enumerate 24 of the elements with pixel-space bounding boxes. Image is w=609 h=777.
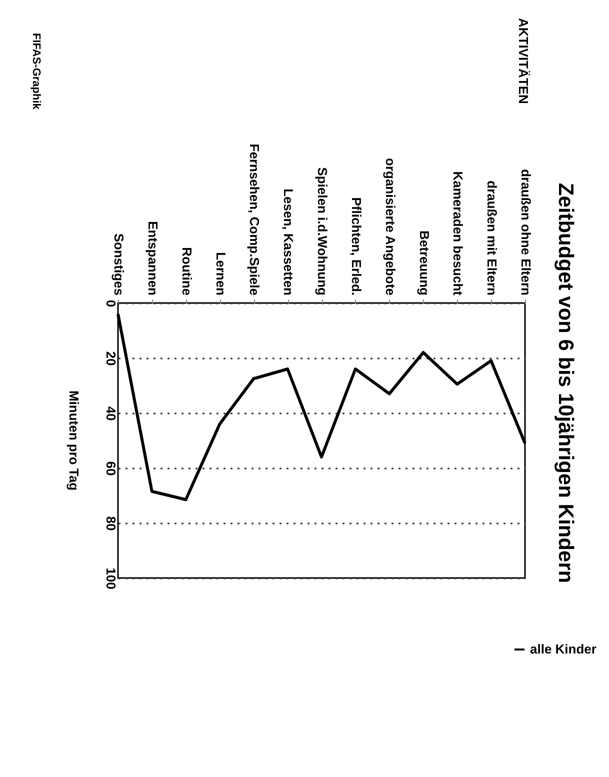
text: FIFAS-Graphik	[30, 33, 42, 110]
y-tick-label: 20	[104, 351, 118, 366]
x-tick-label: organisierte Angebote	[382, 158, 398, 296]
x-tick-label: Pflichten, Erled.	[348, 197, 364, 296]
x-tick-label: Sonstiges	[112, 233, 126, 296]
x-tick-label: Fernsehen, Comp.Spiele	[247, 144, 262, 296]
y-tick-label: 80	[104, 516, 118, 531]
text: Zeitbudget von 6 bis 10jährigen Kindern	[554, 182, 577, 584]
x-tick-label: draußen mit Eltern	[484, 180, 500, 296]
y-tick-label: 100	[104, 568, 118, 590]
x-tick-label: Lesen, Kassetten	[281, 188, 296, 296]
x-tick-label: Kameraden besucht	[450, 171, 466, 296]
x-tick-label: Entspannen	[145, 221, 160, 296]
x-tick-label: Routine	[179, 247, 194, 296]
text: AKTIVITÄTEN	[516, 18, 531, 104]
legend-label: alle Kinder	[530, 642, 596, 656]
x-tick-label: Betreuung	[416, 230, 432, 296]
x-tick-label: draußen ohne Eltern	[518, 169, 534, 296]
y-tick-label: 60	[104, 461, 118, 476]
x-tick-label: Lernen	[213, 252, 228, 296]
y-tick-label: 0	[104, 300, 118, 308]
x-tick-label: Spielen i.d.Wohnung	[315, 167, 330, 296]
y-tick-label: 40	[104, 406, 118, 421]
y-axis-title: Minuten pro Tag	[66, 390, 82, 491]
